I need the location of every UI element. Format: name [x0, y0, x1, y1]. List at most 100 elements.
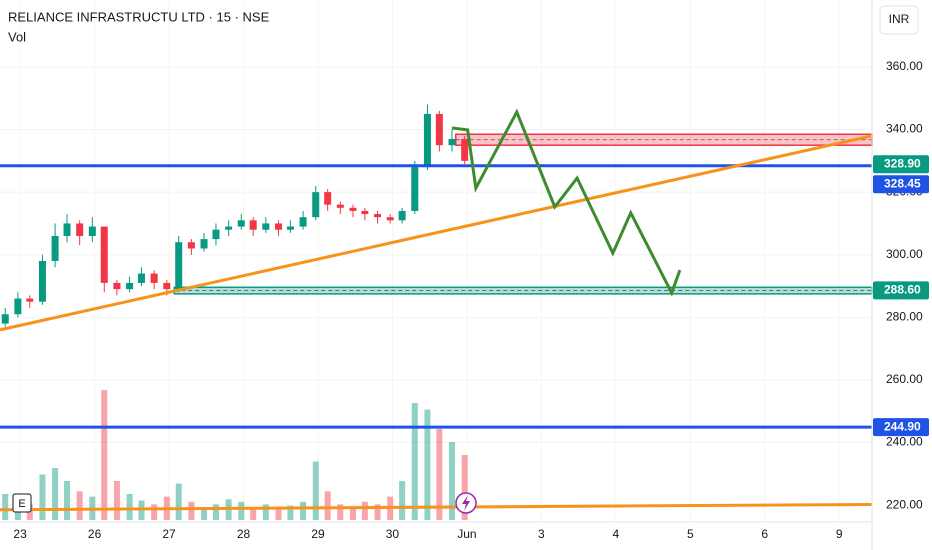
volume-bar: [212, 504, 219, 520]
volume-bar: [113, 481, 120, 520]
volume-bar: [151, 504, 158, 520]
event-icon: [462, 495, 470, 511]
y-tick-label: 280.00: [886, 310, 923, 324]
candle-body: [249, 220, 257, 230]
price-tag-label: 288.60: [884, 283, 921, 297]
candle-body: [126, 282, 134, 290]
projection-path: [451, 108, 682, 297]
x-tick-label: 30: [386, 527, 400, 541]
x-tick-label: Jun: [457, 527, 476, 541]
price-tag: [873, 418, 929, 437]
earnings-icon: E: [18, 498, 25, 510]
candle-body: [237, 220, 245, 227]
volume-bar: [424, 409, 431, 520]
candle-body: [286, 226, 294, 230]
candle-body: [461, 138, 469, 161]
candle-body: [14, 298, 22, 315]
volume-bar: [312, 461, 319, 520]
volume-bar: [238, 501, 245, 520]
candle-body: [100, 226, 108, 283]
volume-bar: [101, 390, 108, 520]
price-tag: [873, 281, 929, 300]
volume-bar: [399, 481, 406, 520]
volume-bar: [188, 501, 195, 520]
y-tick-label: 260.00: [886, 372, 923, 386]
candle-body: [225, 226, 233, 230]
price-tag: [873, 155, 929, 174]
price-tag: [873, 175, 929, 194]
price-tag-label: 328.90: [884, 156, 921, 170]
volume-bar: [262, 504, 269, 520]
x-tick-label: 29: [311, 527, 325, 541]
candle-body: [63, 223, 71, 236]
earnings-marker[interactable]: [12, 493, 32, 513]
candle-body: [324, 192, 332, 205]
candle-body: [299, 217, 307, 227]
volume-bar: [287, 505, 294, 520]
volume-bar: [2, 494, 9, 520]
zone: [173, 286, 873, 295]
x-tick-label: 23: [13, 527, 27, 541]
candle-body: [175, 242, 183, 290]
y-tick-label: 220.00: [886, 497, 923, 511]
candle-body: [411, 167, 419, 211]
plot: [0, 104, 873, 520]
candle-body: [113, 282, 121, 290]
candle-body: [423, 113, 431, 168]
x-tick-label: 4: [612, 527, 619, 541]
candle-body: [1, 314, 9, 324]
volume-bar: [64, 481, 71, 520]
y-tick-label: 240.00: [886, 435, 923, 449]
x-tick-label: 5: [687, 527, 694, 541]
price-tag-label: 328.45: [884, 176, 921, 190]
candle-body: [76, 223, 84, 236]
candle-body: [26, 298, 34, 302]
candle-body: [374, 214, 382, 218]
volume-bar: [436, 429, 443, 520]
volume-label: Vol: [8, 29, 26, 44]
candle-body: [262, 223, 270, 230]
currency[interactable]: INR: [889, 12, 910, 26]
chart-title: RELIANCE INFRASTRUCTU LTD · 15 · NSE: [8, 9, 270, 24]
trend-line: [0, 502, 873, 512]
y-tick-label: 340.00: [886, 122, 923, 136]
grid: [0, 0, 872, 522]
volume-bar: [39, 474, 46, 520]
candle-body: [150, 273, 158, 283]
candle-body: [349, 207, 357, 211]
volume-bar: [337, 504, 344, 520]
candle-body: [275, 223, 283, 230]
candle-body: [212, 229, 220, 240]
candle-body: [187, 242, 195, 249]
candle-body: [38, 261, 46, 302]
x-tick-label: 26: [88, 527, 102, 541]
candle-body: [312, 192, 320, 218]
volume-bar: [349, 507, 356, 520]
volume-bar: [250, 507, 257, 520]
candle-body: [51, 235, 59, 261]
price-tag-label: 244.90: [884, 419, 921, 433]
candle-body: [448, 138, 456, 146]
x-tick-label: 28: [237, 527, 251, 541]
volume-bar: [175, 483, 182, 520]
volume-bar: [324, 491, 331, 520]
volume-bar: [374, 504, 381, 520]
candle-body: [137, 273, 145, 283]
y-tick-label: 360.00: [886, 59, 923, 73]
axes: 220.00240.00260.00280.00300.00320.00340.…: [13, 59, 929, 541]
x-tick-label: 6: [761, 527, 768, 541]
x-tick-label: 9: [836, 527, 843, 541]
volume-bar: [449, 442, 456, 520]
x-tick-label: 27: [162, 527, 176, 541]
volume-bar: [126, 494, 133, 520]
candle-body: [200, 239, 208, 249]
candle-body: [386, 217, 394, 221]
y-tick-label: 300.00: [886, 247, 923, 261]
volume-bar: [275, 508, 282, 520]
volume-bar: [52, 468, 59, 520]
volume-bar: [76, 491, 83, 520]
candle-body: [88, 226, 96, 236]
currency-box[interactable]: [879, 5, 919, 35]
x-tick-label: 3: [538, 527, 545, 541]
